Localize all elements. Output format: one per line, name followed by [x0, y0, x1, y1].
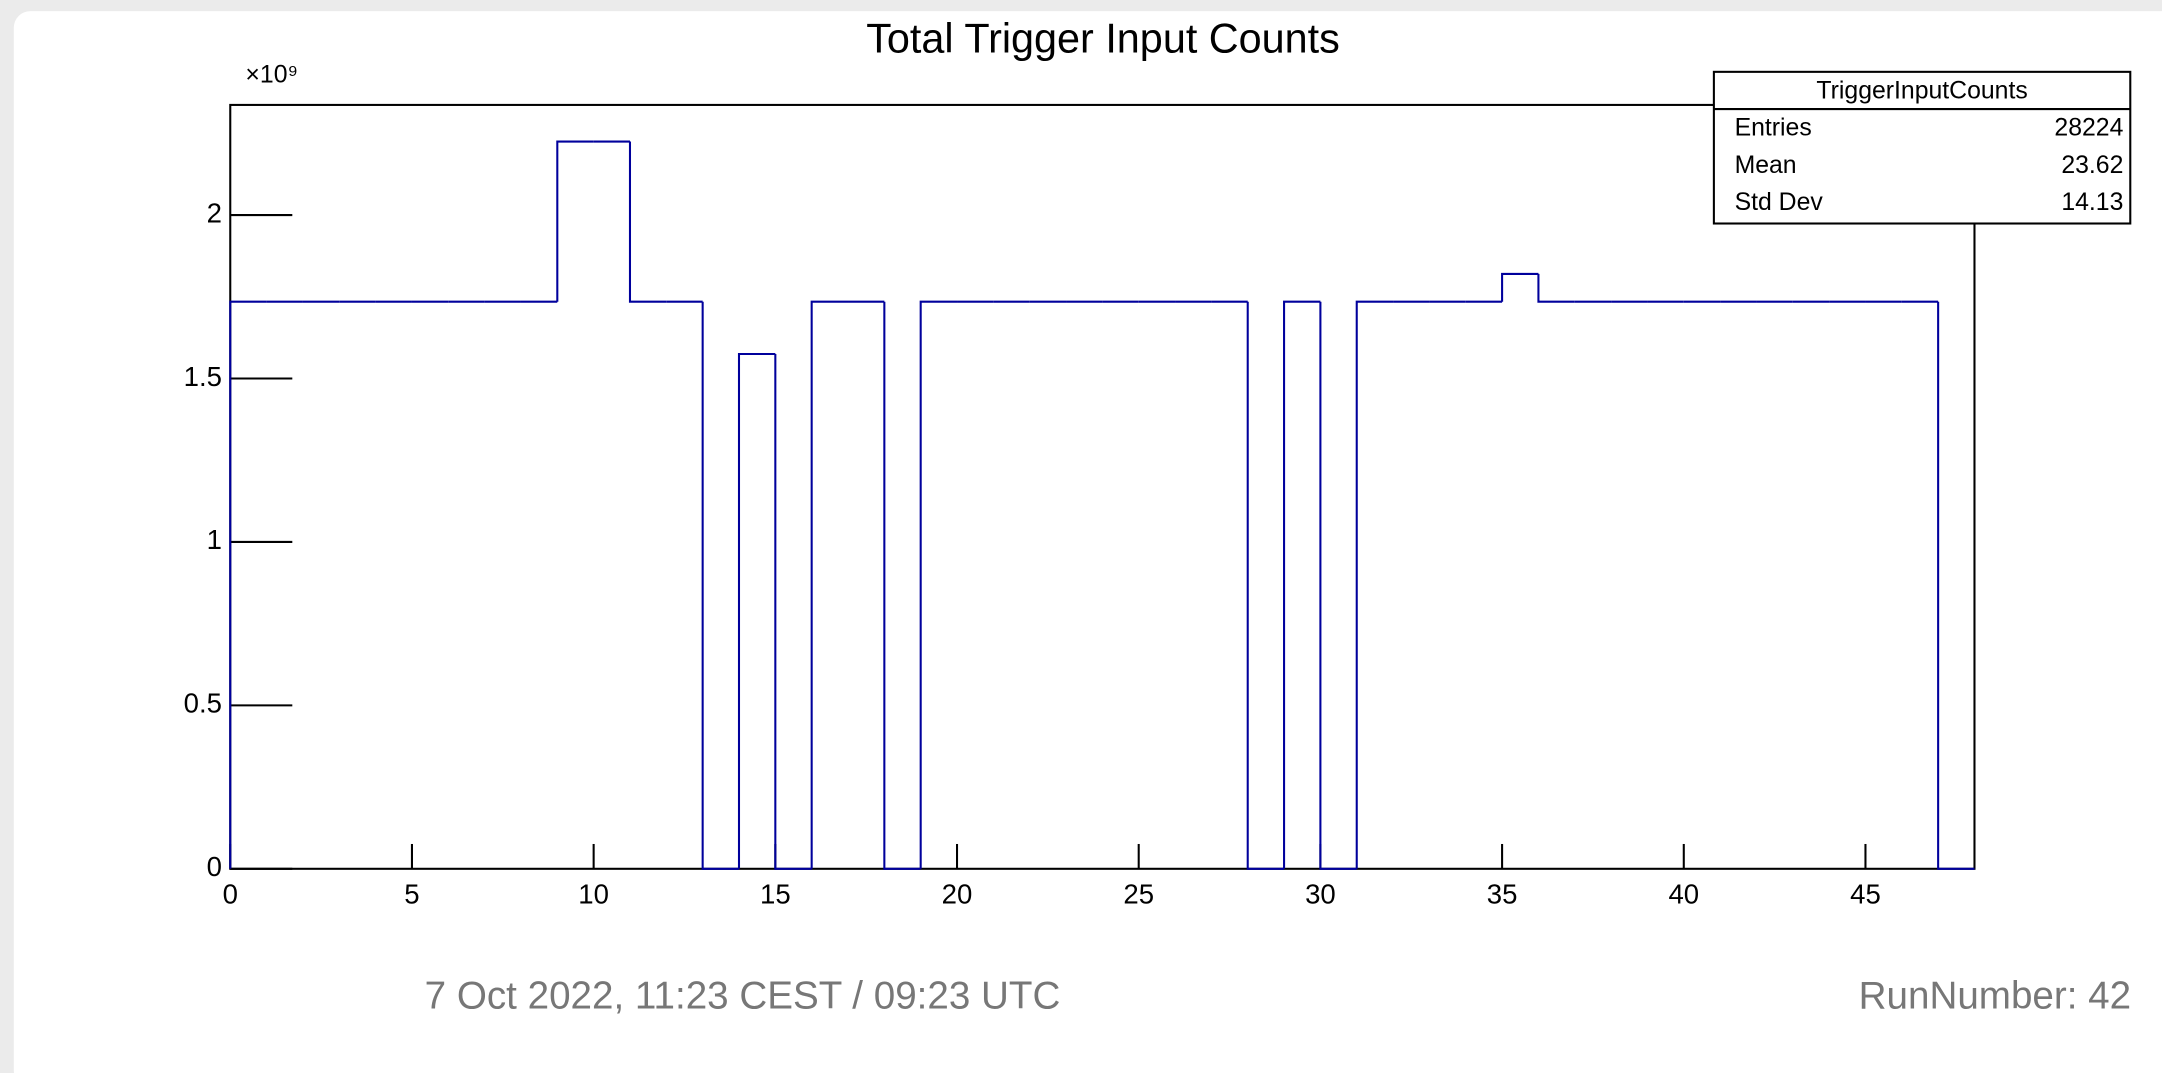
y-tick-label: 2 [207, 197, 222, 228]
x-tick-label: 40 [1668, 879, 1699, 910]
y-tick-label: 0 [207, 851, 222, 882]
histogram-bin [701, 301, 739, 870]
panel [13, 11, 2162, 1073]
stats-label: Std Dev [1735, 189, 1824, 216]
histogram-bin [919, 300, 958, 869]
y-tick-label: 1 [207, 524, 222, 555]
x-tick-label: 20 [942, 879, 973, 910]
histogram-bin [1937, 301, 1975, 870]
stats-label: Mean [1735, 152, 1797, 179]
x-tick-label: 0 [223, 879, 238, 910]
histogram-bin [1355, 300, 1394, 869]
histogram-bin [1537, 273, 1575, 303]
stats-value: 23.62 [2061, 152, 2123, 179]
x-tick-label: 25 [1123, 879, 1154, 910]
y-tick-label: 0.5 [184, 688, 222, 719]
x-tick-label: 10 [578, 879, 609, 910]
y-multiplier: ×10⁹ [245, 62, 298, 89]
x-tick-label: 15 [760, 879, 791, 910]
stats-value: 14.13 [2061, 189, 2123, 216]
x-tick-label: 45 [1850, 879, 1881, 910]
histogram-bin [810, 300, 849, 869]
stats-label: Entries [1735, 115, 1812, 142]
chart-title: Total Trigger Input Counts [866, 15, 1340, 61]
histogram-bin [774, 353, 812, 870]
stats-box [1712, 70, 2132, 225]
histogram-bin [556, 140, 594, 302]
footer-date: 7 Oct 2022, 11:23 CEST / 09:23 UTC [425, 975, 1061, 1018]
y-tick-label: 1.5 [184, 361, 222, 392]
histogram-bin [883, 301, 921, 870]
histogram-bin [1319, 301, 1357, 870]
histogram-bin [1501, 272, 1539, 302]
histogram-bin [737, 352, 776, 869]
stats-value: 28224 [2054, 115, 2123, 142]
x-tick-label: 30 [1305, 879, 1336, 910]
histogram-bin [1246, 301, 1285, 870]
histogram-bin [229, 300, 267, 869]
histogram-bin [1283, 300, 1321, 869]
x-tick-label: 5 [404, 879, 419, 910]
histogram-bin [628, 141, 667, 303]
stats-title: TriggerInputCounts [1816, 77, 2027, 104]
x-tick-label: 35 [1487, 879, 1518, 910]
footer-run: RunNumber: 42 [1859, 975, 2131, 1018]
